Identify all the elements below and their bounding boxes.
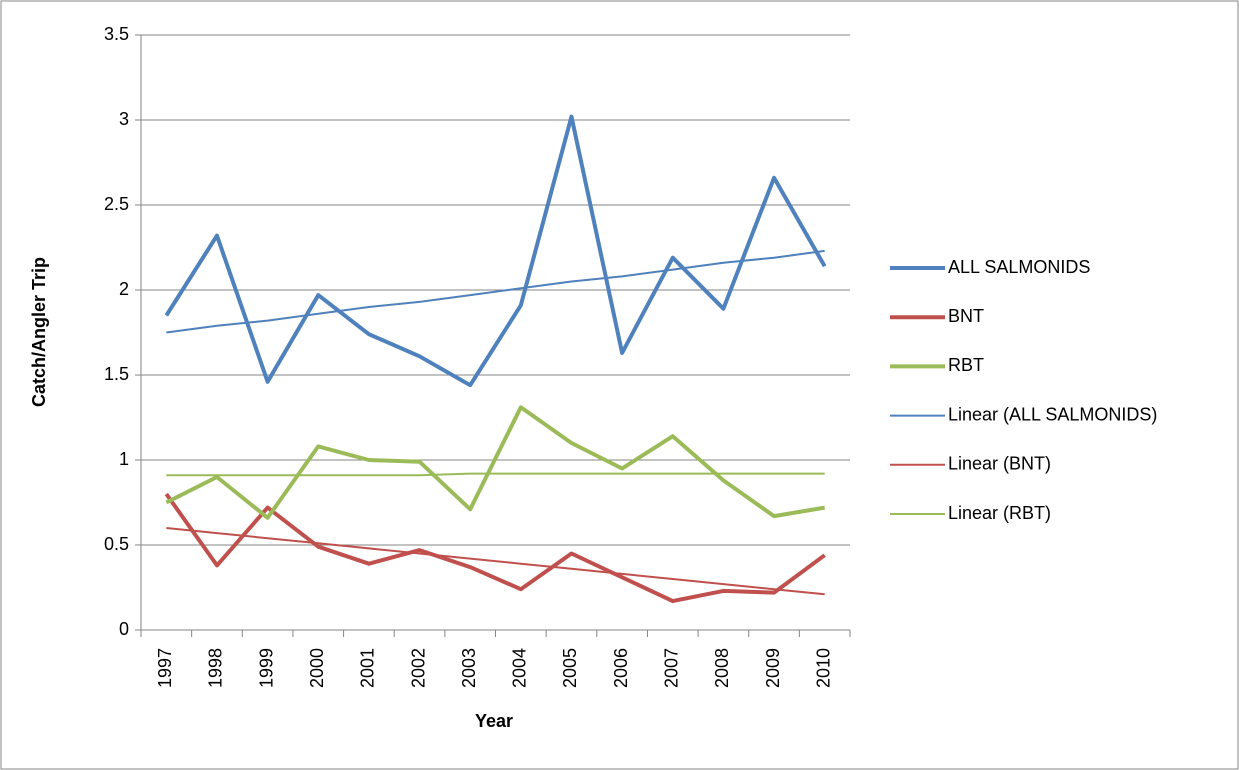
legend-label: Linear (RBT): [948, 503, 1051, 523]
y-tick-label: 0.5: [104, 534, 129, 554]
y-tick-label: 3.5: [104, 24, 129, 44]
x-tick-label: 1997: [155, 648, 175, 688]
legend-label: RBT: [948, 355, 984, 375]
x-tick-label: 2004: [510, 648, 530, 688]
series-line: [164, 492, 826, 604]
legend-label: Linear (ALL SALMONIDS): [948, 404, 1157, 424]
series-line: [166, 249, 825, 334]
y-tick-label: 0: [119, 619, 129, 639]
x-axis-title: Year: [475, 711, 513, 731]
x-tick-label: 1999: [256, 648, 276, 688]
y-tick-label: 1.5: [104, 364, 129, 384]
x-tick-label: 2001: [358, 648, 378, 688]
y-tick-label: 2.5: [104, 194, 129, 214]
series-line: [166, 472, 825, 477]
x-tick-label: 1998: [206, 648, 226, 688]
x-tick-label: 2000: [307, 648, 327, 688]
x-tick-label: 2005: [560, 648, 580, 688]
x-tick-label: 2009: [763, 648, 783, 688]
x-tick-label: 2008: [712, 648, 732, 688]
y-tick-label: 3: [119, 109, 129, 129]
x-tick-label: 2006: [611, 648, 631, 688]
legend-label: BNT: [948, 306, 984, 326]
x-tick-label: 2010: [813, 648, 833, 688]
series-line: [166, 527, 825, 596]
y-tick-label: 1: [119, 449, 129, 469]
x-tick-label: 2003: [459, 648, 479, 688]
legend-label: ALL SALMONIDS: [948, 257, 1090, 277]
x-tick-label: 2007: [662, 648, 682, 688]
y-axis-title: Catch/Angler Trip: [29, 257, 49, 407]
series-line: [164, 114, 827, 388]
x-tick-label: 2002: [408, 648, 428, 688]
legend-label: Linear (BNT): [948, 454, 1051, 474]
y-tick-label: 2: [119, 279, 129, 299]
